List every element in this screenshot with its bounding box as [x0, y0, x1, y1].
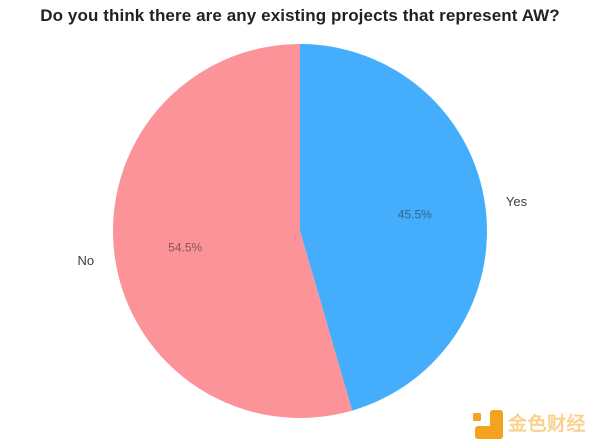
- pie-slice-no[interactable]: [112, 43, 353, 418]
- logo-row: [474, 426, 503, 439]
- watermark: 金色财经: [472, 410, 586, 439]
- slice-category-label-no: No: [77, 253, 94, 268]
- pie-slice-yes[interactable]: [300, 44, 487, 411]
- watermark-text: 金色财经: [507, 414, 586, 435]
- slice-percent-label-yes: 45.5%: [398, 208, 432, 222]
- logo-square: [472, 413, 481, 421]
- slice-percent-label-no: 54.5%: [168, 240, 202, 254]
- slice-category-label-yes: Yes: [506, 194, 528, 209]
- jinse-finance-logo-icon: [472, 410, 503, 439]
- chart-title: Do you think there are any existing proj…: [40, 6, 560, 25]
